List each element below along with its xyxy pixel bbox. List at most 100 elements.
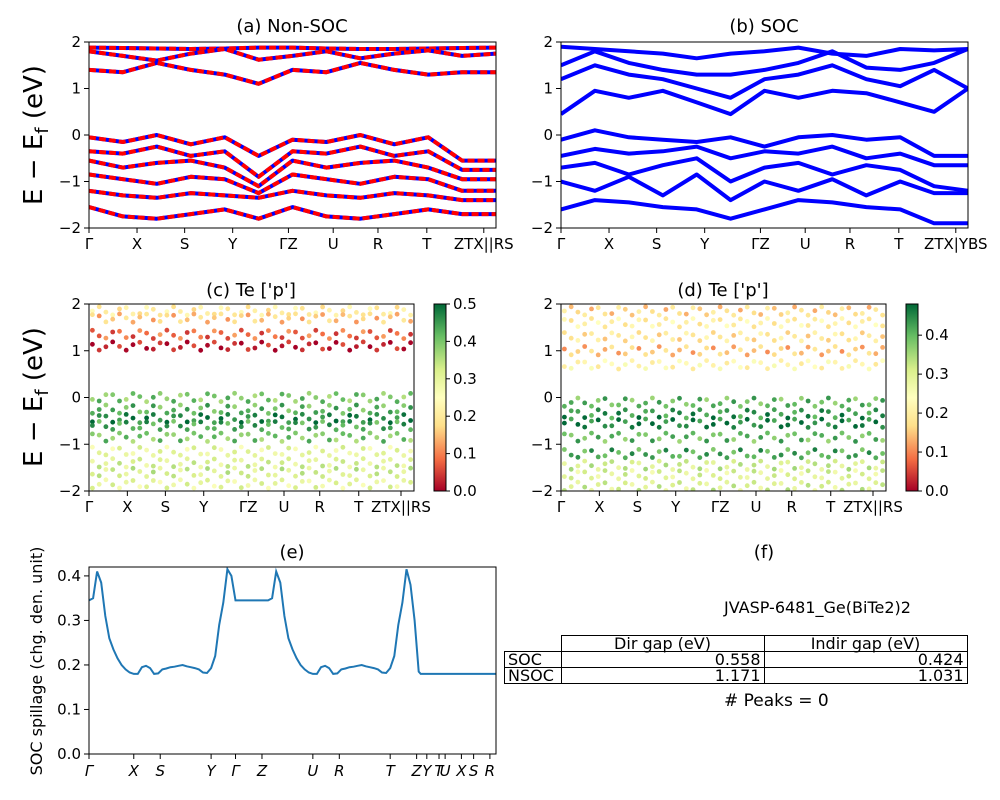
- panel-e-xtick-label: T: [434, 762, 445, 780]
- panel-d-point: [609, 471, 615, 477]
- panel-c-point: [144, 484, 150, 490]
- panel-c-point: [157, 438, 163, 443]
- panel-c-point: [299, 435, 305, 441]
- panel-d-point: [724, 395, 730, 401]
- panel-c-point: [164, 444, 170, 450]
- panel-d-point: [819, 336, 825, 341]
- panel-d-point: [765, 366, 770, 372]
- panel-d-point: [853, 480, 858, 486]
- panel-d-point: [839, 412, 845, 418]
- panel-d-point: [643, 466, 648, 472]
- panel-c-point: [313, 327, 319, 333]
- panel-d-point: [663, 403, 669, 409]
- panel-d-point: [568, 466, 574, 472]
- panel-d-point: [697, 338, 703, 344]
- panel-d-point: [778, 335, 784, 341]
- panel-d-point: [656, 344, 662, 349]
- panel-d-point: [690, 305, 696, 311]
- panel-d-point: [670, 474, 676, 480]
- panel-c-point: [238, 485, 244, 491]
- panel-c-point: [387, 328, 393, 333]
- panel-d-point: [880, 323, 885, 329]
- panel-c-point: [299, 316, 305, 322]
- panel-c-point: [340, 431, 346, 437]
- panel-d-point: [717, 476, 723, 482]
- panel-d-point: [582, 312, 588, 318]
- panel-c-point: [123, 471, 129, 477]
- panel-d-point: [832, 458, 838, 464]
- panel-d-point: [663, 462, 669, 468]
- panel-c-point: [171, 473, 177, 479]
- panel-c-point: [144, 474, 150, 479]
- panel-c-point: [150, 436, 156, 442]
- panel-c-point: [232, 417, 238, 422]
- panel-c-point: [306, 341, 312, 347]
- panel-c-point: [306, 390, 312, 396]
- panel-c-point: [211, 456, 217, 462]
- panel-c-point: [191, 343, 197, 349]
- panel-c-point: [347, 406, 353, 412]
- panel-c-point: [238, 444, 244, 450]
- panel-d-point: [568, 318, 574, 323]
- panel-d-point: [643, 408, 648, 414]
- panel-c-point: [150, 421, 156, 427]
- panel-d-point: [710, 432, 716, 438]
- panel-d-point: [636, 447, 642, 452]
- panel-c-point: [367, 306, 373, 312]
- panel-c-points: [90, 304, 413, 491]
- panel-c-point: [110, 316, 116, 322]
- panel-d-point: [595, 364, 601, 370]
- panel-e-xtick-label: X: [128, 762, 140, 780]
- panel-d-point: [819, 408, 825, 413]
- panel-d-point: [744, 407, 750, 413]
- panel-c-point: [354, 402, 359, 408]
- panel-c-point: [293, 420, 298, 426]
- panel-d-point: [582, 424, 588, 430]
- panel-c-point: [252, 477, 258, 483]
- panel-d-point: [683, 401, 689, 407]
- panel-c-point: [354, 452, 359, 458]
- panel-c-point: [103, 467, 109, 472]
- panel-d-point: [616, 366, 621, 372]
- panel-d-point: [805, 413, 811, 419]
- panel-e-ytick-label: 0.0: [57, 745, 81, 763]
- panel-b-band: [561, 144, 968, 168]
- panel-d-point: [568, 400, 574, 405]
- panel-d-point: [656, 424, 662, 430]
- panel-d-point: [751, 337, 757, 343]
- panel-d-point: [744, 365, 750, 371]
- panel-d-point: [710, 330, 716, 335]
- panel-c-point: [381, 342, 386, 347]
- panel-c-point: [184, 419, 190, 425]
- panel-c-point: [252, 468, 258, 473]
- panel-d-point: [616, 486, 621, 491]
- panel-c-point: [340, 397, 346, 402]
- panel-c-frame: [88, 303, 415, 492]
- panel-c-point: [279, 402, 285, 408]
- panel-c-point: [299, 396, 305, 401]
- panel-d-point: [832, 344, 838, 349]
- panel-c-xtick-label: X: [122, 498, 132, 516]
- panel-d-point: [771, 352, 777, 357]
- panel-c-point: [178, 438, 183, 444]
- panel-c-point: [184, 466, 190, 472]
- panel-d-point: [582, 469, 588, 475]
- panel-c-point: [327, 437, 332, 443]
- panel-d-point: [595, 482, 601, 487]
- panel-d-point: [589, 475, 594, 481]
- panel-c-point: [381, 334, 386, 339]
- panel-d-point: [683, 434, 689, 440]
- panel-c-point: [279, 460, 285, 466]
- panel-b-band: [561, 47, 968, 77]
- panel-d-point: [670, 364, 676, 370]
- panel-e-line: [89, 567, 496, 675]
- panel-d-point: [778, 424, 784, 430]
- panel-c-point: [218, 345, 224, 351]
- panel-a-band-up: [89, 60, 496, 86]
- panel-d-point: [595, 417, 601, 423]
- panel-c-point: [171, 312, 177, 318]
- panel-c-point: [184, 339, 190, 345]
- panel-d-point: [819, 475, 825, 481]
- panel-c-point: [259, 437, 265, 442]
- panel-d-point: [589, 487, 594, 491]
